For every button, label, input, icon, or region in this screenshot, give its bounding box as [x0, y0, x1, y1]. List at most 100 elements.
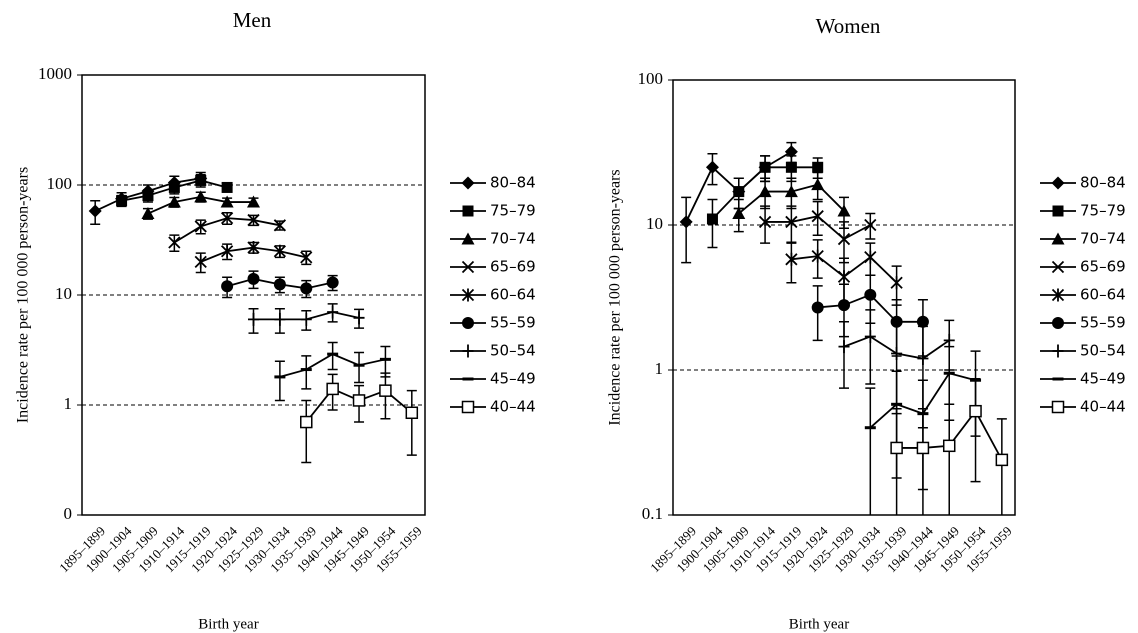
- marker: [995, 453, 1009, 467]
- y-axis-label: Incidence rate per 100 000 person-years: [15, 167, 32, 423]
- legend-label: 45–49: [490, 370, 536, 388]
- marker: [220, 195, 234, 208]
- marker: [864, 288, 877, 301]
- marker: [1052, 344, 1064, 358]
- marker: [326, 276, 339, 289]
- marker: [811, 178, 825, 191]
- y-tick-label: 1: [655, 359, 664, 378]
- legend-label: 65–69: [1080, 258, 1126, 276]
- marker: [838, 340, 850, 354]
- error-bar: [865, 309, 876, 385]
- y-tick-label: 1: [64, 394, 73, 413]
- error-bar: [865, 387, 876, 515]
- error-bar: [891, 408, 902, 515]
- marker: [247, 213, 260, 227]
- chart-title: Women: [816, 14, 881, 38]
- legend-label: 60–64: [1080, 286, 1126, 304]
- marker: [379, 384, 392, 397]
- plot-area: [679, 141, 1009, 515]
- plot-area: [88, 171, 419, 464]
- marker: [838, 299, 850, 312]
- marker: [1051, 232, 1065, 245]
- marker: [353, 311, 365, 325]
- plot-frame: [81, 74, 426, 516]
- y-tick-label: 10: [646, 214, 663, 233]
- marker: [300, 250, 313, 264]
- marker: [327, 305, 339, 319]
- y-tick-label: 100: [638, 69, 664, 88]
- y-tick-label: 0.1: [642, 504, 663, 523]
- marker: [1051, 260, 1065, 274]
- marker: [221, 181, 233, 193]
- legend-label: 45–49: [1080, 370, 1126, 388]
- marker: [758, 185, 772, 198]
- marker: [785, 161, 797, 173]
- marker: [784, 185, 798, 198]
- marker: [837, 204, 851, 217]
- legend-label: 80–84: [490, 174, 536, 192]
- y-tick-label: 1000: [38, 64, 72, 83]
- error-bar: [839, 321, 849, 389]
- marker: [969, 404, 982, 418]
- marker: [247, 195, 260, 208]
- marker: [1051, 400, 1065, 414]
- marker: [462, 344, 474, 358]
- error-bar: [406, 389, 417, 456]
- error-bar: [812, 200, 823, 236]
- marker: [167, 195, 181, 208]
- marker: [943, 333, 955, 347]
- error-bar: [301, 399, 312, 464]
- error-bar: [681, 196, 692, 264]
- legend-label: 40–44: [490, 398, 536, 416]
- marker: [837, 270, 851, 284]
- legend-label: 75–79: [1080, 202, 1126, 220]
- marker: [462, 317, 474, 329]
- marker: [220, 211, 234, 225]
- x-axis-label: Birth year: [198, 616, 258, 632]
- y-axis-label: Incidence rate per 100 000 person-years: [607, 169, 624, 425]
- marker: [194, 255, 207, 269]
- marker: [461, 260, 475, 274]
- marker: [405, 406, 419, 420]
- marker: [732, 207, 746, 220]
- marker: [116, 195, 128, 207]
- marker: [461, 288, 475, 302]
- marker: [890, 441, 903, 455]
- marker: [1051, 288, 1065, 302]
- legend-label: 70–74: [1080, 230, 1126, 248]
- error-bar: [917, 408, 928, 515]
- marker: [352, 394, 366, 407]
- marker: [142, 190, 154, 202]
- marker: [1052, 317, 1064, 329]
- marker: [273, 244, 287, 258]
- marker: [891, 346, 903, 360]
- error-bar: [970, 378, 981, 483]
- marker: [916, 441, 930, 455]
- marker: [141, 207, 155, 220]
- marker: [247, 241, 260, 255]
- error-bar: [327, 341, 338, 371]
- marker: [812, 161, 824, 173]
- marker: [916, 315, 929, 328]
- legend-label: 60–64: [490, 286, 536, 304]
- error-bar: [944, 403, 955, 515]
- marker: [274, 312, 286, 326]
- error-bar: [996, 418, 1007, 515]
- legend-label: 50–54: [490, 342, 536, 360]
- y-tick-label: 10: [55, 284, 72, 303]
- marker: [462, 205, 474, 217]
- y-tick-label: 100: [47, 174, 73, 193]
- marker: [706, 213, 718, 225]
- marker: [221, 280, 234, 293]
- marker: [864, 250, 877, 264]
- marker: [326, 382, 339, 396]
- marker: [785, 215, 798, 229]
- marker: [300, 415, 313, 429]
- marker: [784, 145, 798, 159]
- marker: [1051, 176, 1065, 190]
- marker: [942, 439, 956, 453]
- marker: [837, 232, 851, 246]
- marker: [461, 400, 475, 414]
- marker: [300, 312, 312, 326]
- marker: [890, 315, 903, 328]
